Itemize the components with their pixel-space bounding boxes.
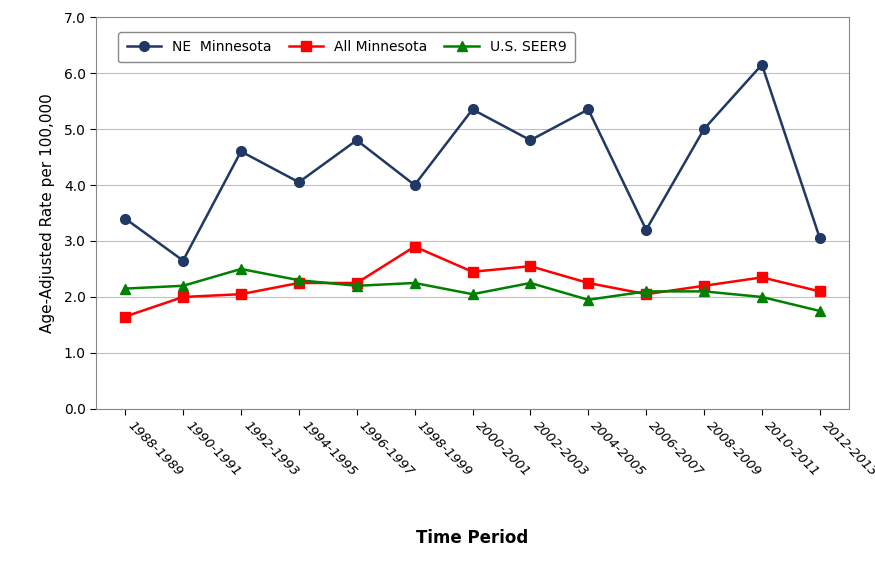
X-axis label: Time Period: Time Period [416, 529, 528, 548]
U.S. SEER9 [178, 282, 188, 289]
NE  Minnesota [815, 235, 825, 241]
NE  Minnesota [699, 126, 710, 132]
Line: All Minnesota: All Minnesota [121, 242, 824, 321]
U.S. SEER9 [583, 296, 593, 303]
Legend: NE  Minnesota, All Minnesota, U.S. SEER9: NE Minnesota, All Minnesota, U.S. SEER9 [118, 32, 575, 62]
All Minnesota [815, 288, 825, 295]
All Minnesota [699, 282, 710, 289]
U.S. SEER9 [467, 291, 478, 298]
NE  Minnesota [178, 257, 188, 264]
NE  Minnesota [640, 227, 651, 233]
All Minnesota [120, 313, 130, 320]
All Minnesota [235, 291, 246, 298]
Line: U.S. SEER9: U.S. SEER9 [121, 264, 824, 316]
NE  Minnesota [757, 61, 767, 68]
NE  Minnesota [410, 182, 420, 189]
NE  Minnesota [235, 148, 246, 155]
NE  Minnesota [352, 137, 362, 144]
All Minnesota [583, 279, 593, 286]
NE  Minnesota [120, 215, 130, 222]
Line: NE  Minnesota: NE Minnesota [121, 60, 824, 265]
U.S. SEER9 [120, 285, 130, 292]
NE  Minnesota [583, 106, 593, 113]
U.S. SEER9 [815, 308, 825, 315]
All Minnesota [410, 243, 420, 250]
U.S. SEER9 [352, 282, 362, 289]
U.S. SEER9 [410, 279, 420, 286]
NE  Minnesota [467, 106, 478, 113]
U.S. SEER9 [757, 294, 767, 300]
All Minnesota [178, 294, 188, 300]
All Minnesota [352, 279, 362, 286]
U.S. SEER9 [525, 279, 536, 286]
U.S. SEER9 [294, 277, 304, 283]
All Minnesota [294, 279, 304, 286]
All Minnesota [757, 274, 767, 281]
U.S. SEER9 [699, 288, 710, 295]
All Minnesota [525, 263, 536, 270]
U.S. SEER9 [235, 266, 246, 273]
U.S. SEER9 [640, 288, 651, 295]
NE  Minnesota [525, 137, 536, 144]
Y-axis label: Age-Adjusted Rate per 100,000: Age-Adjusted Rate per 100,000 [40, 93, 55, 333]
All Minnesota [467, 269, 478, 275]
All Minnesota [640, 291, 651, 298]
NE  Minnesota [294, 179, 304, 186]
